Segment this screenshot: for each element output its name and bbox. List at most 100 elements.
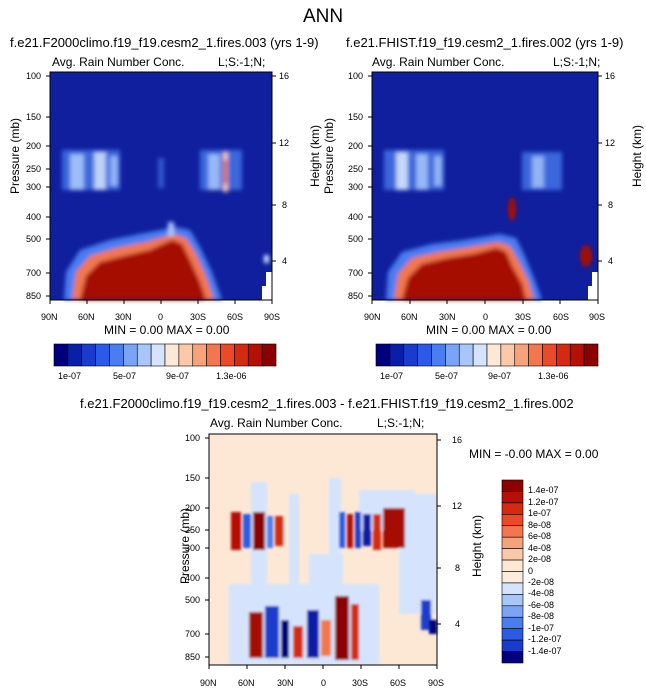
panel3-ytick: 150: [185, 473, 201, 483]
panel2-ytick: 250: [348, 164, 364, 174]
colorbar-diff-label: -2e-08: [528, 576, 555, 587]
colorbar-swatch: [389, 343, 405, 367]
colorbar-diff-swatch: [501, 571, 524, 584]
panel1-xtick: 60N: [78, 312, 95, 322]
colorbar-top-right-label: 5e-07: [435, 371, 459, 381]
panel1-title: f.e21.F2000climo.f19_f19.cesm2_1.fires.0…: [10, 35, 319, 50]
colorbar-swatch: [458, 343, 474, 367]
panel1-ylabel: Pressure (mb): [8, 118, 22, 195]
panel2-ticks: [368, 75, 602, 304]
colorbar-swatch: [178, 343, 194, 367]
colorbar-swatch: [569, 343, 585, 367]
panel1-code-label: L;S:-1;N;: [218, 55, 266, 69]
colorbar-diff-swatch: [501, 514, 524, 527]
colorbar-swatch: [220, 343, 235, 367]
colorbar-diff-label: 1.2e-07: [528, 496, 559, 507]
colorbar-diff-swatch: [501, 491, 524, 504]
colorbar-top-left-label: 5e-07: [113, 371, 137, 381]
colorbar-swatch: [375, 343, 391, 367]
panel2-missing-region: [588, 272, 598, 300]
panel1-xtick: 0: [158, 312, 164, 322]
panel3-xtick: 90S: [428, 678, 445, 688]
panel3-ytick-right: 12: [452, 501, 463, 511]
panel2-ytick: 150: [348, 112, 364, 122]
colorbar-swatch: [542, 343, 557, 367]
colorbar-top-right-label: 9e-07: [488, 371, 512, 381]
panel2-ytick-right: 8: [608, 200, 614, 210]
panel1-upper-band-right: [200, 150, 242, 192]
panel2-plot: [368, 71, 602, 304]
panel3-xtick: 90N: [200, 678, 217, 688]
panel3-ytick: 850: [185, 652, 201, 662]
colorbar-diff-label: 4e-08: [528, 542, 552, 553]
panel1-xtick: 60S: [227, 312, 244, 322]
colorbar-diff-label: -1e-07: [528, 622, 555, 633]
colorbar-diff-swatch: [501, 639, 524, 652]
colorbar-swatch: [500, 343, 516, 367]
panel1-xtick: 90S: [264, 312, 281, 322]
panel1-missing-region: [262, 272, 272, 300]
colorbar-diff-swatch: [501, 628, 524, 641]
colorbar-diff-swatch: [501, 479, 524, 492]
panel2-xtick: 60S: [553, 312, 570, 322]
colorbar-swatch: [136, 343, 152, 367]
panel3-ytick: 250: [185, 525, 201, 535]
panel3-xtick: 0: [321, 678, 327, 688]
panel1-ytick-right: 4: [282, 256, 288, 266]
colorbar-top-left: [53, 343, 277, 367]
colorbar-top-right-label: 1.3e-06: [538, 371, 569, 381]
panel2-title: f.e21.FHIST.f19_f19.cesm2_1.fires.002 (y…: [346, 35, 624, 50]
panel1-ytick: 100: [26, 71, 42, 81]
panel2-ytick: 300: [348, 182, 364, 192]
colorbar-swatch: [583, 343, 599, 367]
panel1-ytick: 200: [26, 141, 42, 151]
panel1-ytick: 850: [26, 291, 42, 301]
colorbar-diff-label: -6e-08: [528, 599, 555, 610]
panel2-ytick: 850: [348, 291, 364, 301]
colorbar-diff-label: 1.4e-07: [528, 485, 559, 496]
panel2-high-lat-cell: [580, 245, 592, 267]
panel1-ytick: 250: [26, 164, 42, 174]
colorbar-diff-swatch: [501, 582, 524, 595]
panel1-ytick: 150: [26, 112, 42, 122]
panel3-ytick: 500: [185, 595, 201, 605]
panel1-stats: MIN = 0.00 MAX = 0.00: [104, 323, 230, 337]
colorbar-swatch: [431, 343, 446, 367]
panel2-stats: MIN = 0.00 MAX = 0.00: [426, 323, 552, 337]
panel2-ytick-right: 16: [605, 71, 616, 81]
panel2-plume-core: [402, 248, 526, 300]
colorbar-swatch: [445, 343, 460, 367]
colorbar-swatch: [472, 343, 488, 367]
panel1-xtick: 30S: [190, 312, 207, 322]
colorbar-swatch: [109, 343, 124, 367]
panel3-title: f.e21.F2000climo.f19_f19.cesm2_1.fires.0…: [80, 396, 574, 411]
panel1-ylabel-right: Height (km): [308, 125, 322, 188]
colorbar-top-left-label: 9e-07: [166, 371, 190, 381]
panel2-variable-label: Avg. Rain Number Conc.: [372, 55, 505, 69]
panel1-plot: [46, 71, 276, 304]
colorbar-diff-label: -4e-08: [528, 588, 555, 599]
colorbar-diff-swatch: [501, 616, 524, 629]
colorbar-diff-swatch: [501, 651, 524, 664]
panel3-code-label: L;S:-1;N;: [377, 416, 425, 430]
colorbar-swatch: [206, 343, 221, 367]
panel3-ytick: 100: [185, 433, 201, 443]
panel2-ytick: 500: [348, 234, 364, 244]
panel2-ytick: 400: [348, 212, 364, 222]
panel3-xtick: 30S: [352, 678, 369, 688]
panel2-ytick: 100: [348, 71, 364, 81]
panel2-xtick: 90S: [589, 312, 606, 322]
panel1-plume-core: [80, 240, 206, 300]
colorbar-swatch: [556, 343, 571, 367]
panel3-xtick: 60N: [238, 678, 255, 688]
colorbar-diff-label: -1.2e-07: [528, 634, 562, 645]
panel2-code-label: L;S:-1;N;: [553, 55, 601, 69]
panel3-xtick: 30N: [277, 678, 294, 688]
colorbar-diff-swatch: [501, 525, 524, 538]
colorbar-swatch: [247, 343, 263, 367]
panel3-upper-dipoles: [231, 508, 405, 550]
panel3-ytick-right: 16: [452, 435, 463, 445]
panel3-stats: MIN = -0.00 MAX = 0.00: [469, 447, 599, 461]
colorbar-diff-label: 8e-08: [528, 519, 552, 530]
colorbar-swatch: [81, 343, 96, 367]
